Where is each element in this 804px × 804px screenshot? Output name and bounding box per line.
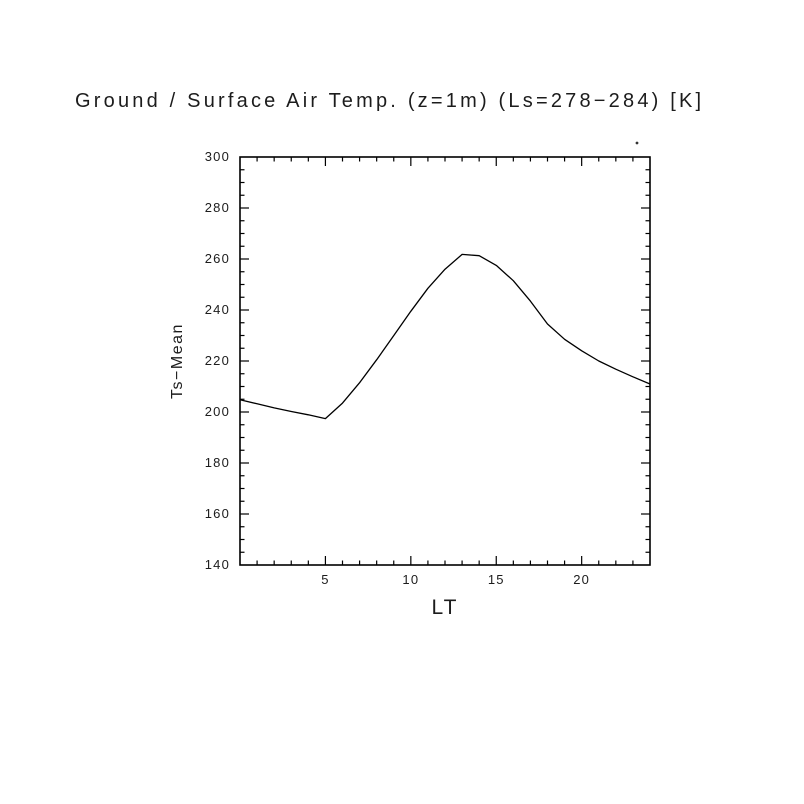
- y-tick-label: 300: [204, 149, 230, 164]
- y-tick-label: 160: [204, 506, 230, 521]
- x-tick-label: 10: [402, 572, 420, 587]
- x-tick-label: 5: [321, 572, 330, 587]
- x-tick-label: 15: [487, 572, 505, 587]
- plot-frame: [239, 156, 651, 566]
- y-tick-label: 140: [204, 557, 230, 572]
- y-tick-label: 200: [204, 404, 230, 419]
- y-tick-label: 240: [204, 302, 230, 317]
- y-axis-label: Ts−Mean: [169, 323, 186, 399]
- y-tick-label: 220: [204, 353, 230, 368]
- x-tick-label: 20: [573, 572, 591, 587]
- stray-dot-artifact: [635, 141, 639, 145]
- y-tick-label: 180: [204, 455, 230, 470]
- y-tick-label: 280: [204, 200, 230, 215]
- y-tick-label: 260: [204, 251, 230, 266]
- temperature-line: [239, 253, 651, 420]
- x-axis-label: LT: [431, 596, 459, 619]
- chart-title: Ground / Surface Air Temp. (z=1m) (Ls=27…: [75, 90, 705, 112]
